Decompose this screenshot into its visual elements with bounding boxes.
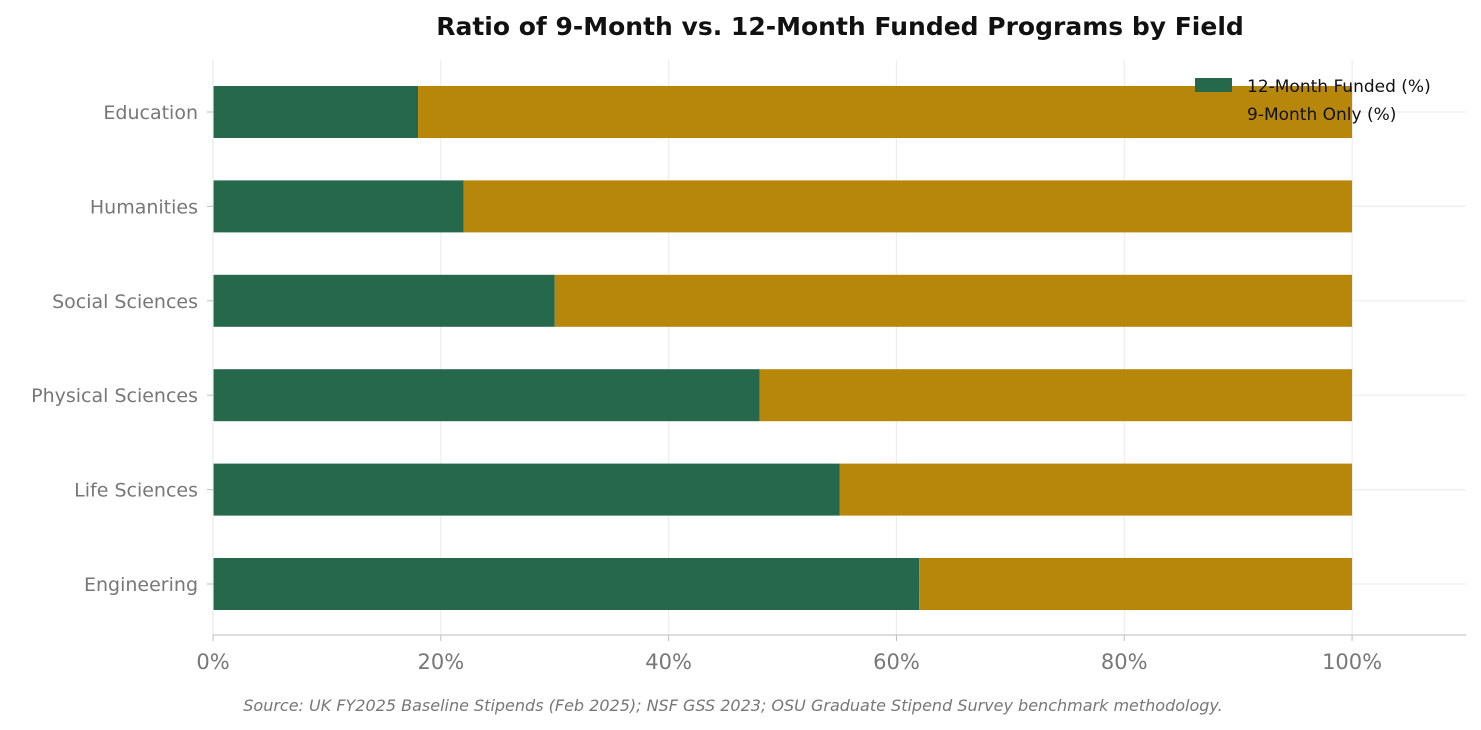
bar-12-month-funded	[213, 180, 464, 233]
y-tick-label: Life Sciences	[74, 480, 198, 502]
bar-12-month-funded	[213, 558, 920, 610]
y-tick-label: Humanities	[90, 196, 198, 218]
bar-9-month-only	[839, 463, 1353, 516]
bar-12-month-funded	[213, 463, 840, 516]
bar-9-month-only	[554, 274, 1353, 327]
x-tick-label: 0%	[196, 650, 229, 674]
source-note: Source: UK FY2025 Baseline Stipends (Feb…	[243, 696, 1222, 715]
x-tick-label: 100%	[1322, 650, 1382, 674]
legend-swatch-12-month-funded	[1195, 78, 1232, 92]
x-tick-label: 60%	[873, 650, 920, 674]
bar-9-month-only	[919, 558, 1353, 610]
axes: Education Humanities Social Sciences Physic…	[31, 60, 1466, 674]
bar-12-month-funded	[213, 86, 419, 138]
y-tick-label: Engineering	[84, 574, 198, 596]
x-tick-label: 40%	[645, 650, 692, 674]
y-tick-label: Physical Sciences	[31, 385, 198, 407]
bar-12-month-funded	[213, 369, 760, 422]
x-tick-label: 80%	[1101, 650, 1148, 674]
chart-title: Ratio of 9-Month vs. 12-Month Funded Pro…	[436, 12, 1244, 41]
legend-label: 9-Month Only (%)	[1247, 105, 1396, 125]
legend: 12-Month Funded (%) 9-Month Only (%)	[1195, 77, 1431, 125]
bar-12-month-funded	[213, 274, 555, 327]
bar-9-month-only	[463, 180, 1353, 233]
x-tick-label: 20%	[417, 650, 464, 674]
bars	[213, 86, 1353, 610]
grid-lines	[213, 60, 1466, 635]
y-tick-label: Social Sciences	[52, 291, 198, 313]
bar-9-month-only	[418, 86, 1353, 138]
legend-label: 12-Month Funded (%)	[1247, 77, 1431, 97]
bar-9-month-only	[759, 369, 1353, 422]
y-tick-label: Education	[103, 102, 198, 124]
